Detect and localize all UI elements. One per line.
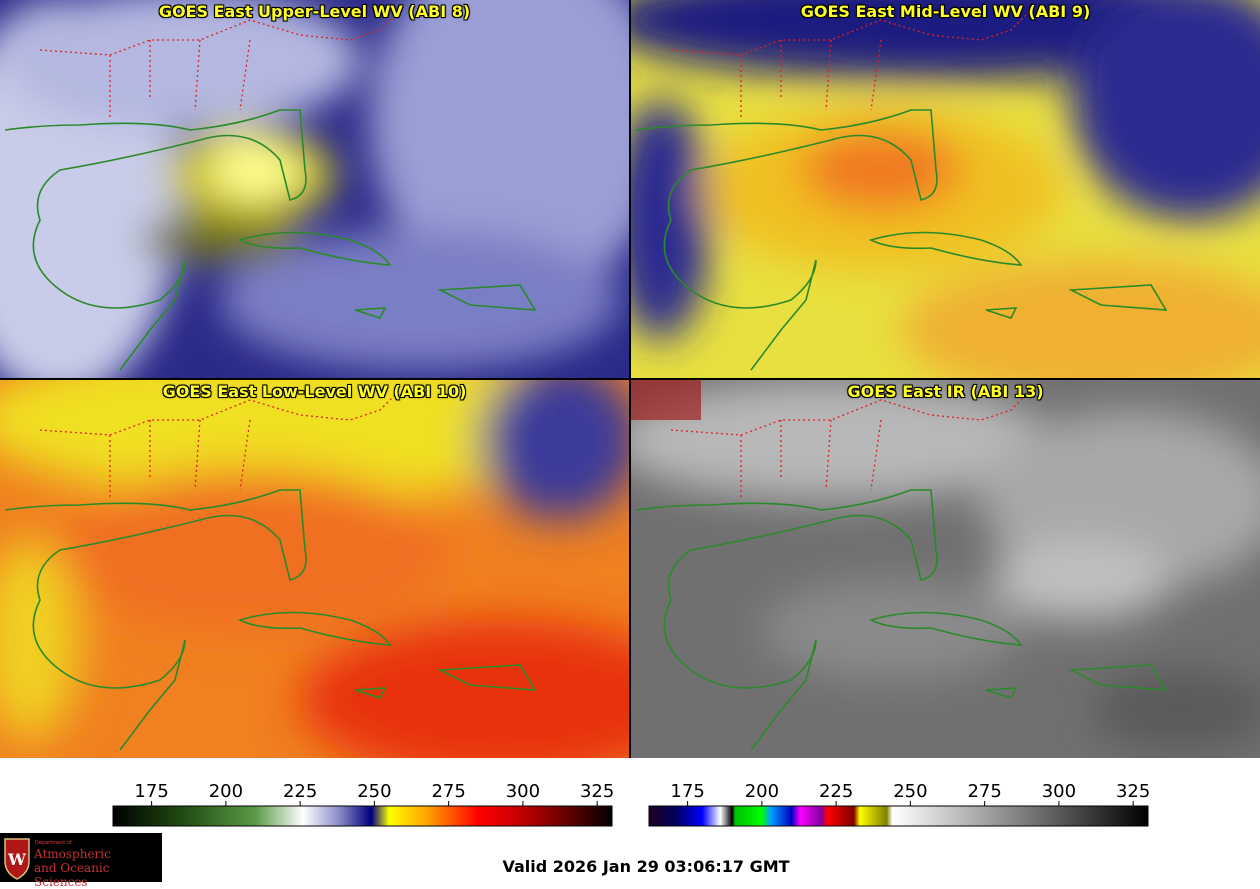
colorbar-tick-label: 300: [506, 781, 540, 802]
colorbar-tick-label: 175: [670, 781, 704, 802]
colorbar-tick-label: 325: [580, 781, 614, 802]
svg-text:W: W: [7, 850, 27, 869]
ir-colorbar-graphic: 175 200 225 250 275 300 325: [648, 781, 1150, 827]
mid-level-wv-panel: GOES East Mid-Level WV (ABI 9): [631, 0, 1260, 378]
colorbar-tick-label: 325: [1116, 781, 1150, 802]
colorbar-gradient: [112, 805, 613, 827]
mid-level-wv-image: [631, 0, 1260, 378]
panel-title: GOES East Upper-Level WV (ABI 8): [158, 2, 471, 21]
low-level-wv-image: [0, 380, 629, 758]
uw-crest-icon: W: [4, 838, 30, 880]
colorbar-tick-label: 175: [134, 781, 168, 802]
colorbar-tick-label: 250: [893, 781, 927, 802]
ir-image: [631, 380, 1260, 758]
wv-colorbar: 175 200 225 250 275 300 325: [112, 770, 614, 831]
logo-line-1: Department of: [35, 840, 72, 846]
panel-title: GOES East Low-Level WV (ABI 10): [162, 382, 467, 401]
upper-level-wv-panel: GOES East Upper-Level WV (ABI 8): [0, 0, 629, 378]
low-level-wv-panel: GOES East Low-Level WV (ABI 10): [0, 380, 629, 758]
panel-title: GOES East Mid-Level WV (ABI 9): [800, 2, 1091, 21]
colorbar-tick-label: 250: [357, 781, 391, 802]
aos-logo: W Department of Atmospheric and Oceanic …: [0, 833, 162, 889]
panel-title: GOES East IR (ABI 13): [847, 382, 1044, 401]
wv-colorbar-graphic: 175 200 225 250 275 300 325: [112, 781, 614, 827]
ir-panel: GOES East IR (ABI 13): [631, 380, 1260, 758]
upper-level-wv-image: [0, 0, 629, 378]
colorbar-gradient: [648, 805, 1149, 827]
colorbar-tick-label: 225: [819, 781, 853, 802]
colorbar-tick-label: 225: [283, 781, 317, 802]
colorbar-tick-label: 200: [745, 781, 779, 802]
panel-divider-horizontal: [0, 378, 1260, 380]
colorbar-tick-label: 200: [209, 781, 243, 802]
ir-colorbar: 175 200 225 250 275 300 325: [648, 770, 1150, 831]
colorbar-tick-label: 275: [431, 781, 465, 802]
logo-line-2: Atmospheric: [34, 847, 111, 861]
valid-time: Valid 2026 Jan 29 03:06:17 GMT: [502, 857, 790, 876]
colorbar-tick-label: 300: [1042, 781, 1076, 802]
colorbar-tick-label: 275: [967, 781, 1001, 802]
